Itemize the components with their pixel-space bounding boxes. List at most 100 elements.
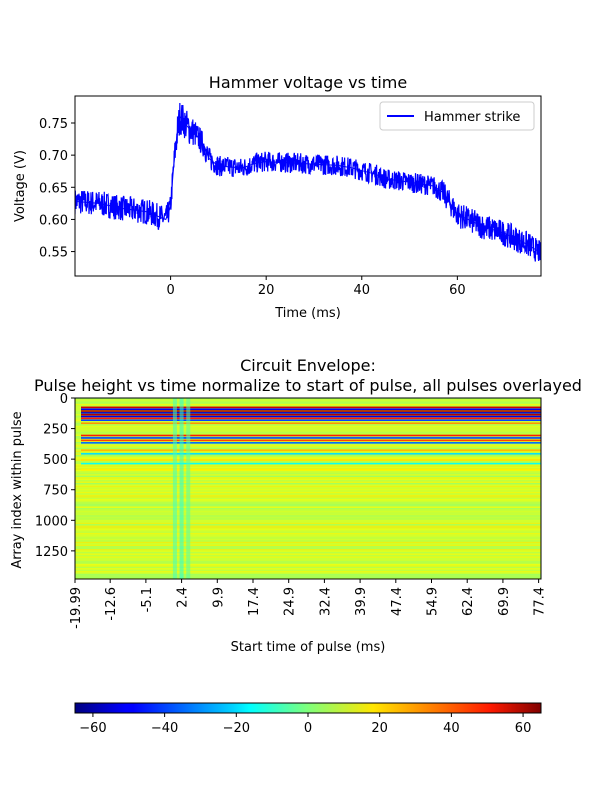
heatmap-column — [172, 398, 177, 579]
heatmap-stripe — [75, 427, 541, 429]
heatmap-stripe — [75, 515, 541, 517]
colorbar-tick-label: −60 — [79, 721, 106, 736]
heatmap-stripe — [75, 566, 541, 568]
heatmap-stripe — [75, 568, 541, 570]
heatmap-stripe — [75, 488, 541, 491]
heatmap-band — [81, 412, 541, 414]
heatmap-stripe — [75, 571, 541, 573]
y-tick-label: 0.75 — [39, 117, 68, 132]
heatmap-stripe — [75, 496, 541, 498]
heatmap-band — [81, 408, 541, 410]
heatmap-stripe — [75, 505, 541, 507]
heatmap-stripe — [75, 497, 541, 499]
heatmap-band — [81, 437, 541, 439]
heatmap-stripe — [75, 405, 541, 407]
heatmap-stripe — [75, 519, 541, 522]
x-tick-label: 24.9 — [283, 587, 298, 616]
heatmap-band — [81, 439, 541, 442]
heatmap-stripe — [75, 506, 541, 508]
heatmap-band — [81, 410, 541, 412]
heatmap-stripe — [75, 533, 541, 535]
heatmap-stripe — [75, 490, 541, 492]
heatmap-stripe — [75, 430, 541, 432]
x-tick-label: 60 — [449, 283, 466, 298]
y-tick-label: 0 — [60, 392, 68, 407]
x-tick-label: 47.4 — [390, 587, 405, 616]
heatmap-stripe — [75, 502, 541, 504]
heatmap-stripe — [75, 494, 541, 497]
heatmap-stripe — [75, 562, 541, 564]
heatmap-stripe — [75, 546, 541, 548]
y-tick-label: 750 — [43, 484, 68, 499]
heatmap-stripe — [75, 565, 541, 567]
x-tick-label: 32.4 — [318, 587, 333, 616]
heatmap-stripe — [75, 433, 541, 435]
x-tick-label: 0 — [166, 283, 174, 298]
heatmap-stripe — [75, 535, 541, 538]
heatmap-stripe — [75, 403, 541, 406]
colorbar-tick-label: 40 — [443, 721, 460, 736]
x-axis-ticks: -19.99 -12.6 -5.1 2.4 9.9 17.4 24.9 32.4 39.9 47.… — [69, 579, 548, 629]
heatmap-stripe — [75, 399, 541, 401]
x-tick-label: 9.9 — [211, 587, 226, 608]
colorbar-tick-label: 60 — [515, 721, 532, 736]
heatmap-stripe — [75, 499, 541, 501]
colorbar-tick-label: 0 — [304, 721, 312, 736]
heatmap-stripe — [75, 464, 541, 466]
heatmap-stripe — [75, 547, 541, 549]
envelope-heatmap: Circuit Envelope: Pulse height vs time n… — [10, 356, 582, 655]
chart-title-line-2: Pulse height vs time normalize to start … — [34, 376, 582, 395]
heatmap-stripe — [75, 475, 541, 477]
heatmap-stripe — [75, 455, 541, 457]
x-tick-label: -5.1 — [140, 587, 155, 612]
x-tick-label: -19.99 — [69, 587, 84, 629]
heatmap-stripe — [75, 552, 541, 554]
legend: Hammer strike — [379, 101, 535, 131]
colorbar-tick-label: −40 — [151, 721, 178, 736]
heatmap-band — [81, 413, 541, 416]
heatmap-stripe — [75, 491, 541, 494]
series-hammer-strike-line — [75, 115, 541, 254]
x-axis-ticks: 0 20 40 60 — [166, 276, 466, 298]
y-axis-label: Voltage (V) — [13, 150, 28, 222]
chart-title-line-1: Circuit Envelope: — [240, 356, 376, 375]
heatmap-stripe — [75, 471, 541, 473]
colorbar-tick-label: −20 — [223, 721, 250, 736]
heatmap-stripe — [75, 500, 541, 502]
heatmap-band — [81, 417, 541, 420]
heatmap-stripe — [75, 569, 541, 571]
colorbar-ticks: −60 −40 −20 0 20 40 60 — [79, 713, 531, 736]
heatmap-stripe — [75, 512, 541, 514]
heatmap-stripe — [75, 543, 541, 545]
heatmap-stripe — [75, 513, 541, 516]
y-tick-label: 0.60 — [39, 213, 68, 228]
y-tick-label: 1000 — [35, 514, 68, 529]
heatmap-band — [81, 434, 541, 437]
y-axis-label: Array index within pulse — [10, 411, 25, 568]
heatmap-stripe — [75, 528, 541, 530]
heatmap-stripe — [75, 541, 541, 544]
heatmap-band — [81, 406, 541, 409]
heatmap-stripe — [75, 521, 541, 523]
heatmap-band — [81, 419, 541, 422]
heatmap-band — [81, 415, 541, 418]
heatmap-column — [186, 398, 191, 579]
colorbar-gradient — [74, 702, 542, 714]
heatmap-band — [81, 468, 541, 471]
heatmap-stripe — [75, 555, 541, 557]
heatmap-stripe — [75, 446, 541, 448]
heatmap-stripe — [75, 544, 541, 546]
heatmap-stripe — [75, 428, 541, 431]
heatmap-stripe — [75, 480, 541, 482]
heatmap-stripe — [75, 466, 541, 469]
heatmap-frame — [74, 397, 542, 580]
heatmap-area — [75, 398, 541, 579]
x-tick-label: 17.4 — [247, 587, 262, 616]
x-axis-label: Time (ms) — [274, 306, 341, 321]
y-tick-label: 0.55 — [39, 246, 68, 261]
heatmap-stripe — [75, 486, 541, 488]
heatmap-band — [81, 459, 541, 461]
heatmap-stripe — [75, 556, 541, 558]
heatmap-stripe — [75, 524, 541, 526]
heatmap-band — [81, 462, 541, 465]
